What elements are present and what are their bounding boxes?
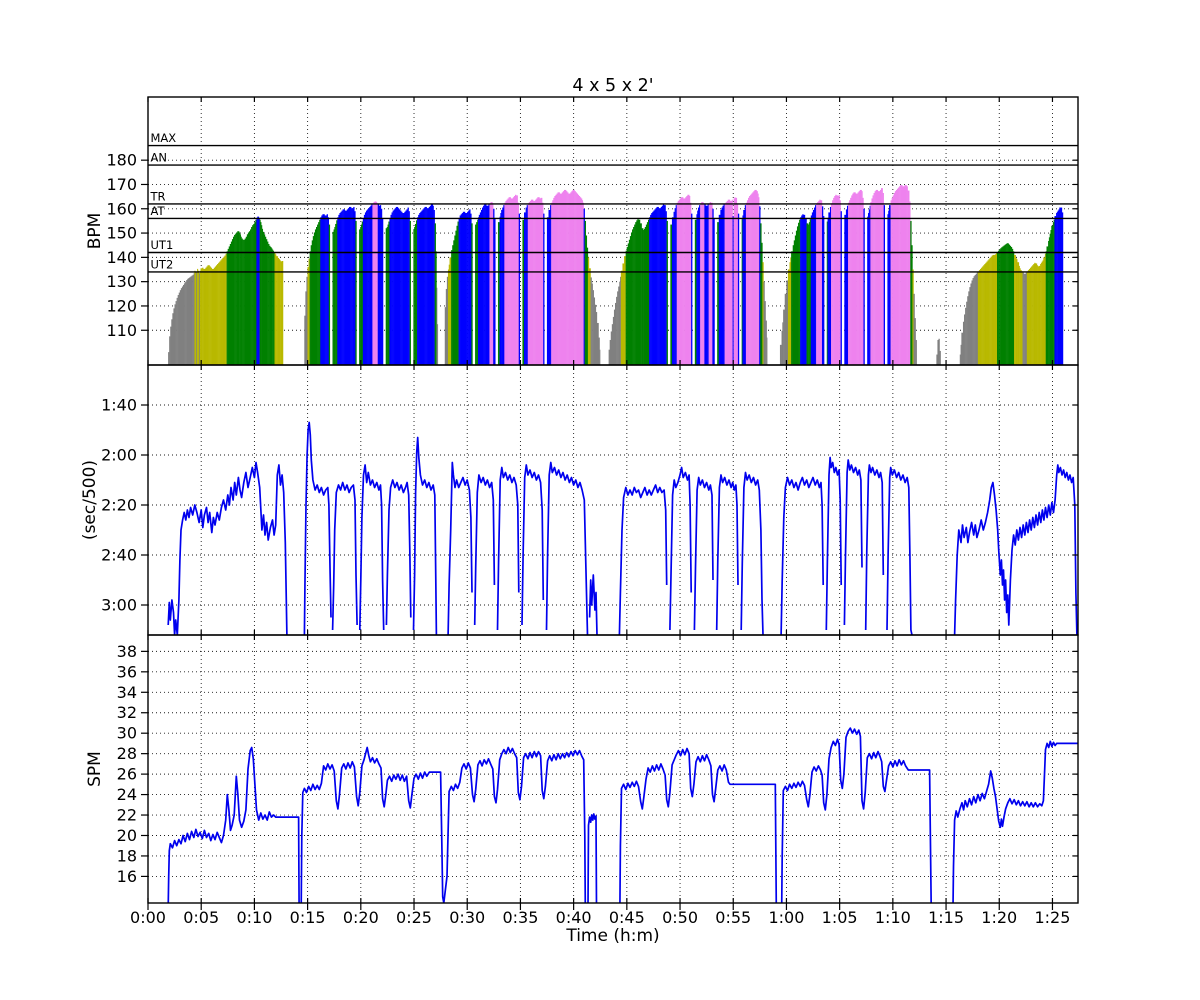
y-axis-label-spm: SPM [85,751,105,787]
ytick-pace-1:40: 1:40 [101,396,137,415]
xtick-0:30: 0:30 [449,908,485,927]
ytick-stroke_rate-34: 34 [117,683,137,702]
hr-zone-label-AT: AT [151,204,166,218]
xtick-0:15: 0:15 [290,908,326,927]
xtick-0:55: 0:55 [715,908,751,927]
y-axis-label-pace: (sec/500) [80,460,100,540]
xtick-1:10: 1:10 [875,908,911,927]
ytick-heart_rate-140: 140 [106,248,137,267]
xtick-1:05: 1:05 [822,908,858,927]
hr-zone-label-UT2: UT2 [151,257,174,271]
ytick-heart_rate-120: 120 [106,296,137,315]
ytick-heart_rate-150: 150 [106,224,137,243]
hr-zone-label-MAX: MAX [151,131,177,145]
ticks-heart_rate [141,97,1078,365]
ytick-stroke_rate-16: 16 [117,867,137,886]
ytick-pace-2:40: 2:40 [101,546,137,565]
ticks-stroke_rate [141,635,1078,910]
ytick-stroke_rate-32: 32 [117,703,137,722]
y-axis-label-bpm: BPM [85,213,105,250]
ytick-stroke_rate-24: 24 [117,785,137,804]
ytick-stroke_rate-38: 38 [117,642,137,661]
ytick-heart_rate-130: 130 [106,272,137,291]
grid-pace [147,365,1078,635]
xtick-0:50: 0:50 [662,908,698,927]
ytick-pace-2:20: 2:20 [101,496,137,515]
xtick-1:25: 1:25 [1034,908,1070,927]
ytick-stroke_rate-30: 30 [117,724,137,743]
ytick-stroke_rate-18: 18 [117,846,137,865]
xtick-1:20: 1:20 [981,908,1017,927]
ytick-stroke_rate-26: 26 [117,765,137,784]
frame-stroke_rate [147,634,1079,904]
xtick-0:05: 0:05 [183,908,219,927]
x-axis-label: Time (h:m) [565,926,659,946]
subplot-pace: 1:40 2:00 2:20 2:40 3:00 [101,364,1079,636]
xtick-0:40: 0:40 [556,908,592,927]
xtick-0:20: 0:20 [343,908,379,927]
xtick-0:45: 0:45 [609,908,645,927]
hr-zone-label-UT1: UT1 [151,238,174,252]
xtick-0:35: 0:35 [502,908,538,927]
x-tick-labels: 0:00 0:05 0:10 0:15 0:20 0:25 0:30 0:35 0:40 0:45… [130,908,1070,927]
xtick-0:10: 0:10 [236,908,272,927]
grid-stroke_rate [147,635,1078,903]
hr-zone-label-TR: TR [150,189,166,203]
ytick-stroke_rate-36: 36 [117,662,137,681]
ytick-stroke_rate-22: 22 [117,806,137,825]
chart-title: 4 x 5 x 2' [572,76,653,96]
frame-pace [147,364,1079,636]
xtick-0:00: 0:00 [130,908,166,927]
hr-zone-label-AN: AN [151,151,167,165]
ticks-pace [141,365,1078,635]
ytick-stroke_rate-20: 20 [117,826,137,845]
ytick-heart_rate-160: 160 [106,199,137,218]
xtick-0:25: 0:25 [396,908,432,927]
ytick-heart_rate-180: 180 [106,151,137,170]
ytick-heart_rate-170: 170 [106,175,137,194]
xtick-1:15: 1:15 [928,908,964,927]
series-pace [167,421,1078,635]
ytick-pace-2:00: 2:00 [101,446,137,465]
series-stroke_rate [167,727,1078,903]
series-heart_rate [168,185,1064,365]
ytick-stroke_rate-28: 28 [117,744,137,763]
xtick-1:00: 1:00 [768,908,804,927]
ytick-pace-3:00: 3:00 [101,596,137,615]
ytick-heart_rate-110: 110 [106,321,137,340]
